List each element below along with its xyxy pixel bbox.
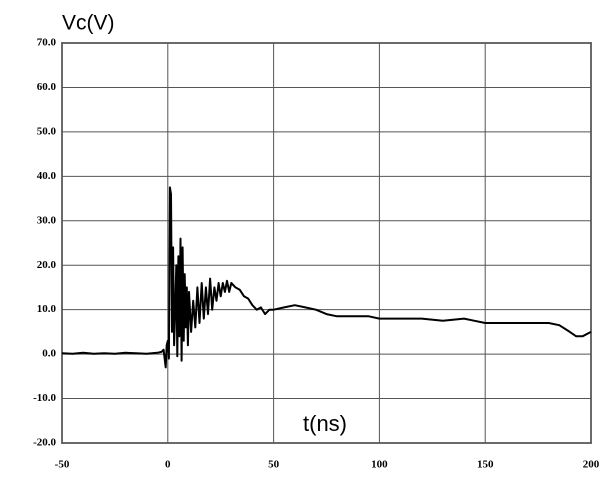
y-tick-label: -20.0 xyxy=(33,437,56,449)
y-tick-label: 50.0 xyxy=(37,125,57,137)
data-line xyxy=(61,186,592,369)
y-tick-label: 0.0 xyxy=(42,348,56,360)
y-tick-label: 40.0 xyxy=(37,170,57,182)
x-tick-label: 200 xyxy=(583,459,600,471)
y-tick-label: -10.0 xyxy=(33,392,56,404)
x-tick-label: 150 xyxy=(477,459,494,471)
y-tick-label: 30.0 xyxy=(37,214,57,226)
y-tick-label: 70.0 xyxy=(37,37,57,49)
y-axis-label: Vc(V) xyxy=(62,12,115,35)
x-axis-label: t(ns) xyxy=(303,411,347,436)
x-tick-label: 0 xyxy=(165,459,171,471)
x-tick-label: 50 xyxy=(268,459,280,471)
x-tick-label: 100 xyxy=(371,459,388,471)
y-tick-label: 60.0 xyxy=(37,81,57,93)
y-tick-label: 10.0 xyxy=(37,303,57,315)
y-tick-label: 20.0 xyxy=(37,259,57,271)
plot-frame xyxy=(61,42,592,444)
x-tick-label: -50 xyxy=(55,459,70,471)
